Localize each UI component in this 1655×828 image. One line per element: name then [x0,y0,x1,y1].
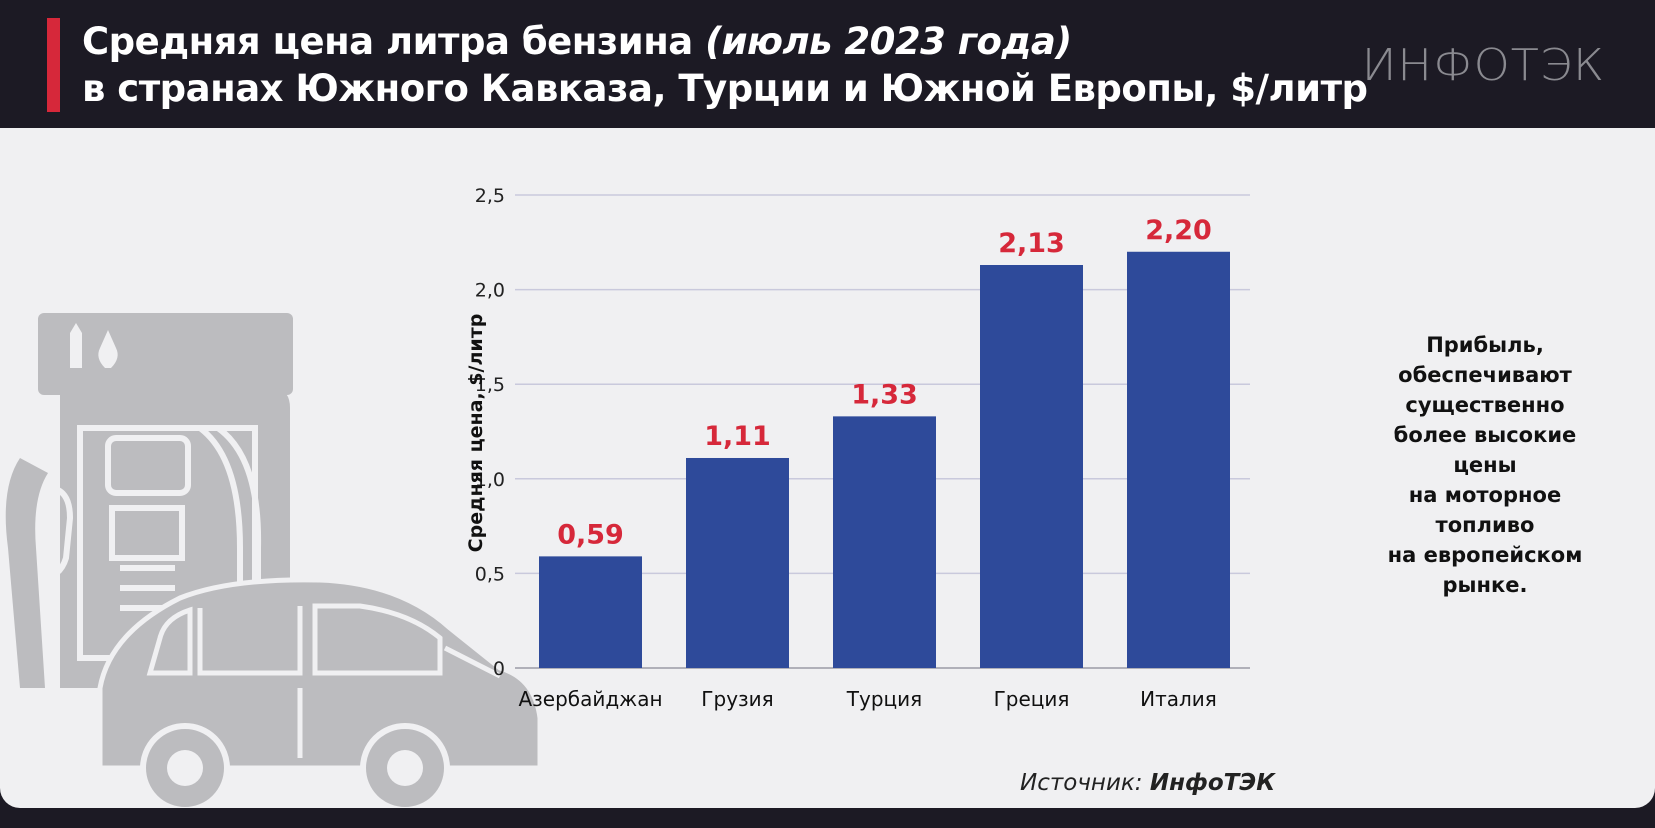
data-label: 1,11 [704,421,771,452]
source-caption: Источник: ИнфоТЭК [1020,770,1275,796]
data-label: 2,13 [998,228,1065,259]
y-axis-label: Средняя цена, $/литр [465,314,487,553]
header: Средняя цена литра бензина (июль 2023 го… [0,0,1655,125]
x-tick-label: Италия [1140,687,1217,711]
bar [980,265,1083,668]
side-note-line: на моторное [1408,483,1562,507]
x-tick-label: Греция [994,687,1070,711]
side-note-line: рынке. [1442,573,1528,597]
side-note-line: на европейском [1387,543,1583,567]
side-note-line: топливо [1435,513,1535,537]
data-label: 1,33 [851,379,918,410]
side-note: Прибыль, обеспечивают существенно более выс… [1385,330,1585,600]
bar [833,416,936,668]
title-period: (июль 2023 года) [705,20,1072,63]
infotek-logo: ИНФОТЭК [1361,39,1605,91]
x-tick-label: Азербайджан [518,687,662,711]
fuel-pump-car-illustration [5,313,543,808]
y-axis-ticks: 0 0,5 1,0 1,5 2,0 2,5 [475,185,505,680]
side-note-line: цены [1453,453,1517,477]
data-label: 2,20 [1145,215,1212,246]
side-note-line: Прибыль, [1426,333,1544,357]
value-labels: 0,59 1,11 1,33 2,13 2,20 [557,215,1212,551]
bar [1127,251,1230,668]
accent-bar [47,18,60,112]
bars [539,251,1230,668]
title-line-2: в странах Южного Кавказа, Турции и Южной… [82,67,1368,110]
side-note-line: существенно [1405,393,1565,417]
source-name: ИнфоТЭК [1149,770,1275,796]
page-title: Средняя цена литра бензина (июль 2023 го… [82,18,1368,112]
side-note-line: обеспечивают [1398,363,1572,387]
side-note-line: более высокие [1393,423,1577,447]
data-label: 0,59 [557,519,624,550]
bar [539,556,642,668]
source-label: Источник: [1020,770,1150,796]
y-tick-label: 2,0 [475,280,505,302]
y-tick-label: 1,5 [475,374,505,396]
x-tick-label: Турция [846,687,922,711]
x-tick-label: Грузия [701,687,773,711]
y-tick-label: 2,5 [475,185,505,207]
y-tick-label: 0 [493,658,505,680]
x-axis-ticks: Азербайджан Грузия Турция Греция Италия [518,687,1216,711]
y-tick-label: 0,5 [475,563,505,585]
bar [686,457,789,668]
title-main: Средняя цена литра бензина [82,20,706,63]
y-tick-label: 1,0 [475,469,505,491]
